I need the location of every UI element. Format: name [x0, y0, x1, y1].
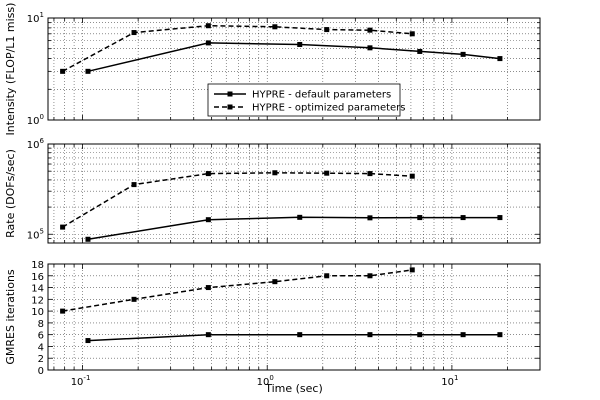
default-point	[205, 217, 211, 223]
optimized-point	[131, 296, 137, 302]
y-tick-label: 16	[31, 272, 44, 283]
y-tick-label: 12	[31, 295, 44, 306]
y-axis-label: Intensity (FLOP/L1 miss)	[4, 3, 17, 136]
default-point	[85, 68, 91, 74]
optimized-point	[272, 279, 278, 285]
axes-frame	[47, 143, 541, 244]
optimized-point	[409, 267, 415, 273]
default-point	[367, 45, 373, 51]
y-tick-label: 100	[27, 113, 44, 127]
optimized-point	[367, 273, 373, 279]
default-series-line	[87, 216, 500, 241]
optimized-point	[324, 27, 330, 33]
legend-marker	[227, 104, 233, 110]
default-point	[85, 236, 91, 242]
y-tick-label: 0	[38, 366, 44, 377]
legend-marker	[227, 91, 233, 97]
y-tick-label: 10	[31, 307, 44, 318]
default-point	[417, 48, 423, 54]
panel-1: 100 101 Intensity (FLOP/L1 miss) HYPRE - de…	[4, 3, 541, 136]
default-point	[205, 332, 211, 338]
x-axis-label: Time (sec)	[264, 382, 323, 395]
y-tick-label: 106	[27, 137, 45, 151]
legend-label: HYPRE - optimized parameters	[252, 103, 406, 114]
y-tick-label: 8	[38, 319, 44, 330]
x-tick-label: 10-1	[71, 374, 91, 388]
y-axis-label: GMRES iterations	[4, 269, 17, 365]
optimized-point	[60, 68, 66, 74]
optimized-point	[205, 23, 211, 29]
default-point	[367, 215, 373, 221]
optimized-point	[205, 285, 211, 291]
y-tick-label: 14	[31, 284, 44, 295]
optimized-point	[272, 170, 278, 176]
default-point	[297, 332, 303, 338]
legend: HYPRE - default parameters HYPRE - optimi…	[207, 83, 406, 117]
optimized-point	[367, 171, 373, 177]
y-tick-label: 18	[31, 260, 44, 271]
y-tick-label: 2	[38, 354, 44, 365]
optimized-point	[409, 173, 415, 179]
optimized-series-line	[62, 269, 413, 312]
default-point	[85, 338, 91, 344]
axes-frame	[47, 263, 541, 371]
optimized-point	[131, 182, 137, 188]
legend-box	[207, 83, 401, 117]
axes-frame	[47, 17, 541, 121]
y-tick-label: 6	[38, 331, 44, 342]
default-point	[417, 215, 423, 221]
y-tick-label: 101	[27, 11, 44, 25]
legend-label: HYPRE - default parameters	[252, 90, 391, 101]
optimized-point	[60, 224, 66, 230]
optimized-point	[324, 273, 330, 279]
panel-2: 105 106 Rate (DOFs/sec)	[4, 137, 541, 244]
default-series-line	[87, 333, 500, 342]
default-point	[460, 51, 466, 57]
default-point	[497, 215, 503, 221]
default-point	[497, 332, 503, 338]
default-point	[417, 332, 423, 338]
optimized-point	[205, 171, 211, 177]
default-point	[497, 56, 503, 62]
optimized-point	[324, 170, 330, 176]
y-axis-label: Rate (DOFs/sec)	[4, 149, 17, 238]
optimized-point	[409, 31, 415, 37]
default-point	[460, 215, 466, 221]
x-tick-label: 100	[257, 374, 274, 388]
default-point	[460, 332, 466, 338]
optimized-point	[131, 30, 137, 36]
y-tick-label: 105	[27, 227, 44, 241]
optimized-point	[272, 24, 278, 30]
default-point	[297, 41, 303, 47]
default-point	[205, 40, 211, 46]
default-point	[367, 332, 373, 338]
optimized-point	[367, 27, 373, 33]
x-tick-label: 101	[441, 374, 458, 388]
default-point	[297, 214, 303, 220]
default-series-line	[87, 42, 500, 73]
optimized-point	[60, 308, 66, 314]
y-tick-label: 4	[38, 342, 44, 353]
